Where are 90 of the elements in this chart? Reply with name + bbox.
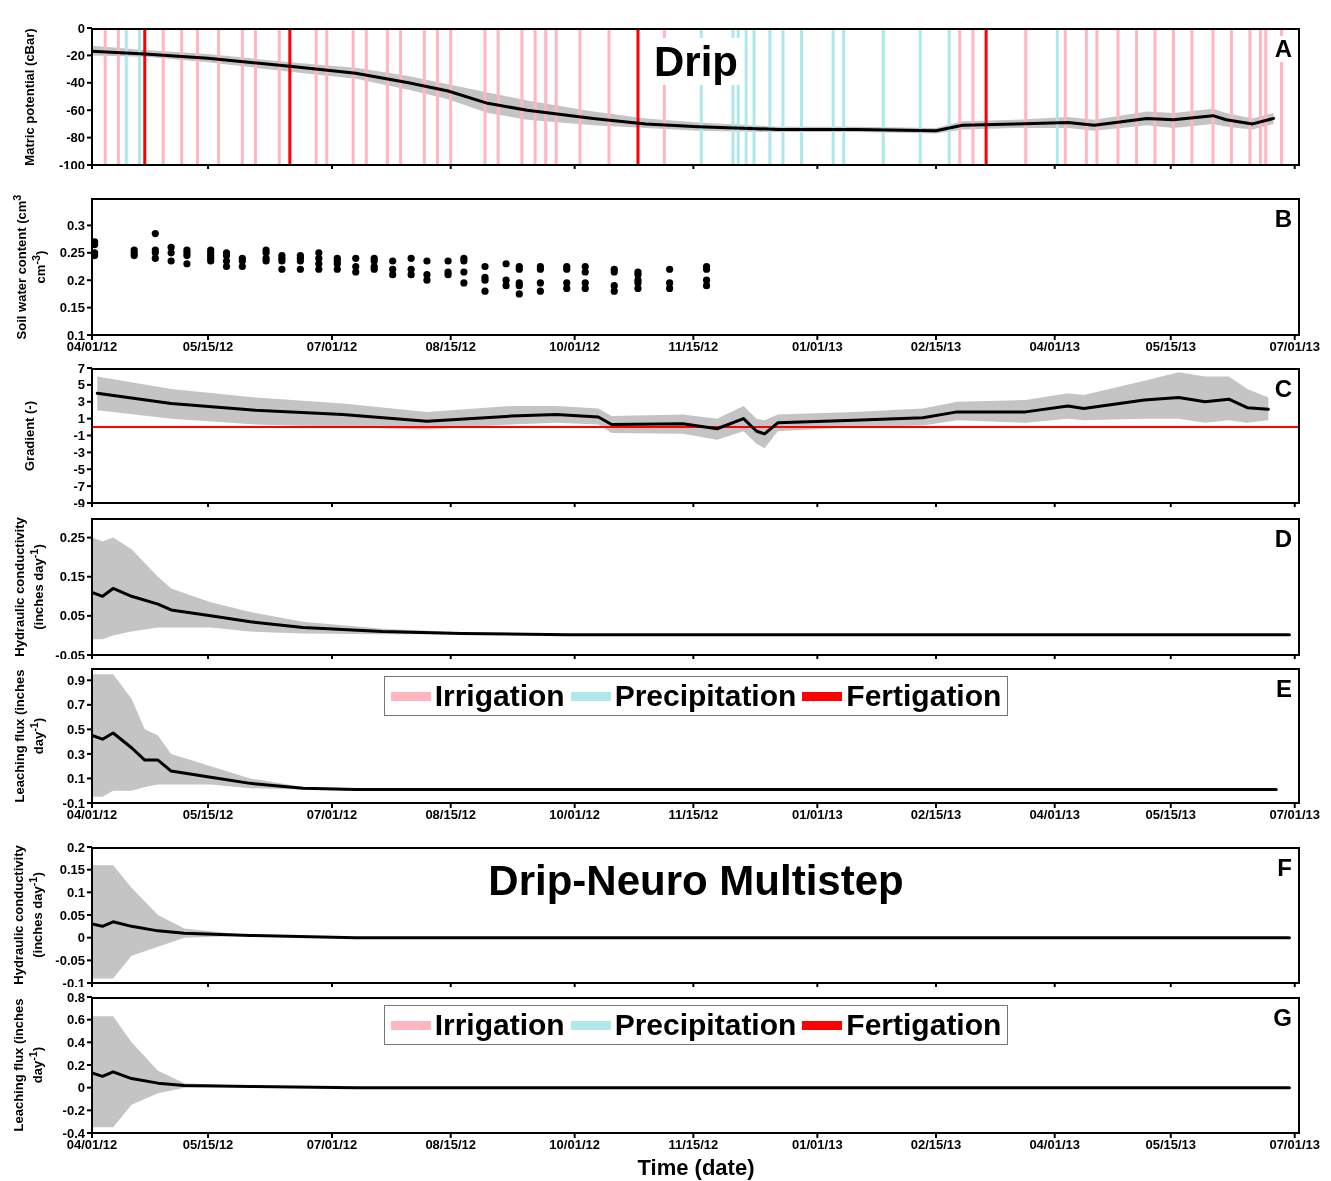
annotation: E xyxy=(1275,675,1292,702)
y-tick-label: 0 xyxy=(77,930,85,946)
legend-label: Fertigation xyxy=(846,679,1002,713)
line-series xyxy=(95,391,1270,436)
y-tick-label: -5 xyxy=(73,461,85,477)
legend-label: Irrigation xyxy=(434,1008,565,1042)
y-tick-label: 0 xyxy=(77,20,85,36)
chart-title: Drip-Neuro Multistep xyxy=(482,857,910,904)
y-tick-label: 0.15 xyxy=(59,300,85,316)
legend-label: Precipitation xyxy=(614,679,797,713)
x-tick-label: 05/15/12 xyxy=(182,339,234,355)
x-tick-label: 08/15/12 xyxy=(425,807,477,823)
annotation: A xyxy=(1274,35,1292,62)
legend-label: Fertigation xyxy=(846,1008,1002,1042)
y-tick-label: 0.25 xyxy=(59,245,85,261)
y-tick-label: 0.7 xyxy=(66,697,85,713)
x-tick-label: 10/01/12 xyxy=(549,807,600,823)
y-tick-label: 0.05 xyxy=(59,907,85,923)
x-tick-label: 10/01/12 xyxy=(549,1137,600,1153)
x-tick-label: 01/01/13 xyxy=(792,339,843,355)
legend-label: Precipitation xyxy=(614,1008,797,1042)
y-tick-label: 0 xyxy=(77,1080,85,1096)
x-tick-label: 02/15/13 xyxy=(910,1137,962,1153)
y-tick-label: 0.2 xyxy=(66,839,85,855)
y-tick-label: 5 xyxy=(77,377,85,393)
x-tick-label: 02/15/13 xyxy=(910,807,962,823)
y-tick-label: 0.1 xyxy=(66,884,85,900)
x-tick-label: 05/15/12 xyxy=(182,807,234,823)
x-tick-label: 07/01/12 xyxy=(306,339,358,355)
y-tick-label: -3 xyxy=(73,444,85,460)
annotation: F xyxy=(1277,854,1292,881)
x-tick-label: 01/01/13 xyxy=(792,807,843,823)
y-tick-label: -20 xyxy=(66,48,85,64)
chart-title: Drip xyxy=(648,38,744,85)
y-tick-label: 0.9 xyxy=(66,672,85,688)
y-tick-label: 0.3 xyxy=(66,218,85,234)
x-tick-label: 07/01/13 xyxy=(1269,339,1321,355)
x-tick-label: 10/01/12 xyxy=(549,339,600,355)
y-tick-label: 0.15 xyxy=(59,569,85,585)
y-tick-label: -0.05 xyxy=(55,647,85,663)
x-tick-label: 04/01/13 xyxy=(1029,1137,1081,1153)
y-tick-label: -60 xyxy=(66,102,85,118)
y-tick-label: -80 xyxy=(66,130,85,146)
y-tick-label: 0.4 xyxy=(66,1034,86,1050)
y-axis-title: Gradient (-) xyxy=(20,400,36,471)
x-tick-label: 08/15/12 xyxy=(425,339,477,355)
x-axis-title: Time (date) xyxy=(636,1155,756,1181)
y-tick-label: 0.5 xyxy=(66,721,85,737)
y-tick-label: -0.05 xyxy=(55,952,85,968)
y-tick-label: -7 xyxy=(73,478,85,494)
y-tick-label: -9 xyxy=(73,495,85,511)
y-tick-label: 0.3 xyxy=(66,746,85,762)
x-tick-label: 05/15/13 xyxy=(1145,339,1197,355)
y-tick-label: 3 xyxy=(77,394,85,410)
x-tick-label: 02/15/13 xyxy=(910,339,962,355)
y-tick-label: -1 xyxy=(73,428,85,444)
legend-label: Irrigation xyxy=(434,679,565,713)
y-tick-label: -100 xyxy=(58,157,85,173)
y-tick-label: 0.25 xyxy=(59,530,85,546)
y-axis-title: Matric potential (cBar) xyxy=(20,27,36,166)
y-tick-label: 0.15 xyxy=(59,862,85,878)
y-tick-label: 0.8 xyxy=(66,989,85,1005)
annotation: C xyxy=(1274,375,1292,402)
y-tick-label: -40 xyxy=(66,75,85,91)
y-tick-label: 0.2 xyxy=(66,272,85,288)
annotation: G xyxy=(1273,1004,1292,1031)
x-tick-label: 11/15/12 xyxy=(668,339,719,355)
x-tick-label: 05/15/13 xyxy=(1145,1137,1197,1153)
x-tick-label: 04/01/13 xyxy=(1029,339,1081,355)
y-tick-label: 7 xyxy=(77,360,85,376)
x-tick-label: 01/01/13 xyxy=(792,1137,843,1153)
y-tick-label: -0.2 xyxy=(62,1102,85,1118)
y-tick-label: 0.1 xyxy=(66,771,85,787)
annotation: B xyxy=(1274,205,1292,232)
x-tick-label: 11/15/12 xyxy=(668,807,719,823)
y-tick-label: 1 xyxy=(77,411,85,427)
x-tick-label: 05/15/12 xyxy=(182,1137,234,1153)
x-tick-label: 07/01/12 xyxy=(306,1137,358,1153)
x-tick-label: 11/15/12 xyxy=(668,1137,719,1153)
x-tick-label: 08/15/12 xyxy=(425,1137,477,1153)
x-tick-label: 07/01/13 xyxy=(1269,1137,1321,1153)
x-tick-label: 07/01/12 xyxy=(306,807,358,823)
y-tick-label: 0.6 xyxy=(66,1012,85,1028)
y-tick-label: 0.2 xyxy=(66,1057,85,1073)
y-tick-label: 0.05 xyxy=(59,608,85,624)
x-tick-label: 05/15/13 xyxy=(1145,807,1197,823)
y-tick-label: -0.1 xyxy=(62,975,85,991)
x-tick-label: 07/01/13 xyxy=(1269,807,1321,823)
annotation: D xyxy=(1274,525,1292,552)
x-tick-label: 04/01/13 xyxy=(1029,807,1081,823)
